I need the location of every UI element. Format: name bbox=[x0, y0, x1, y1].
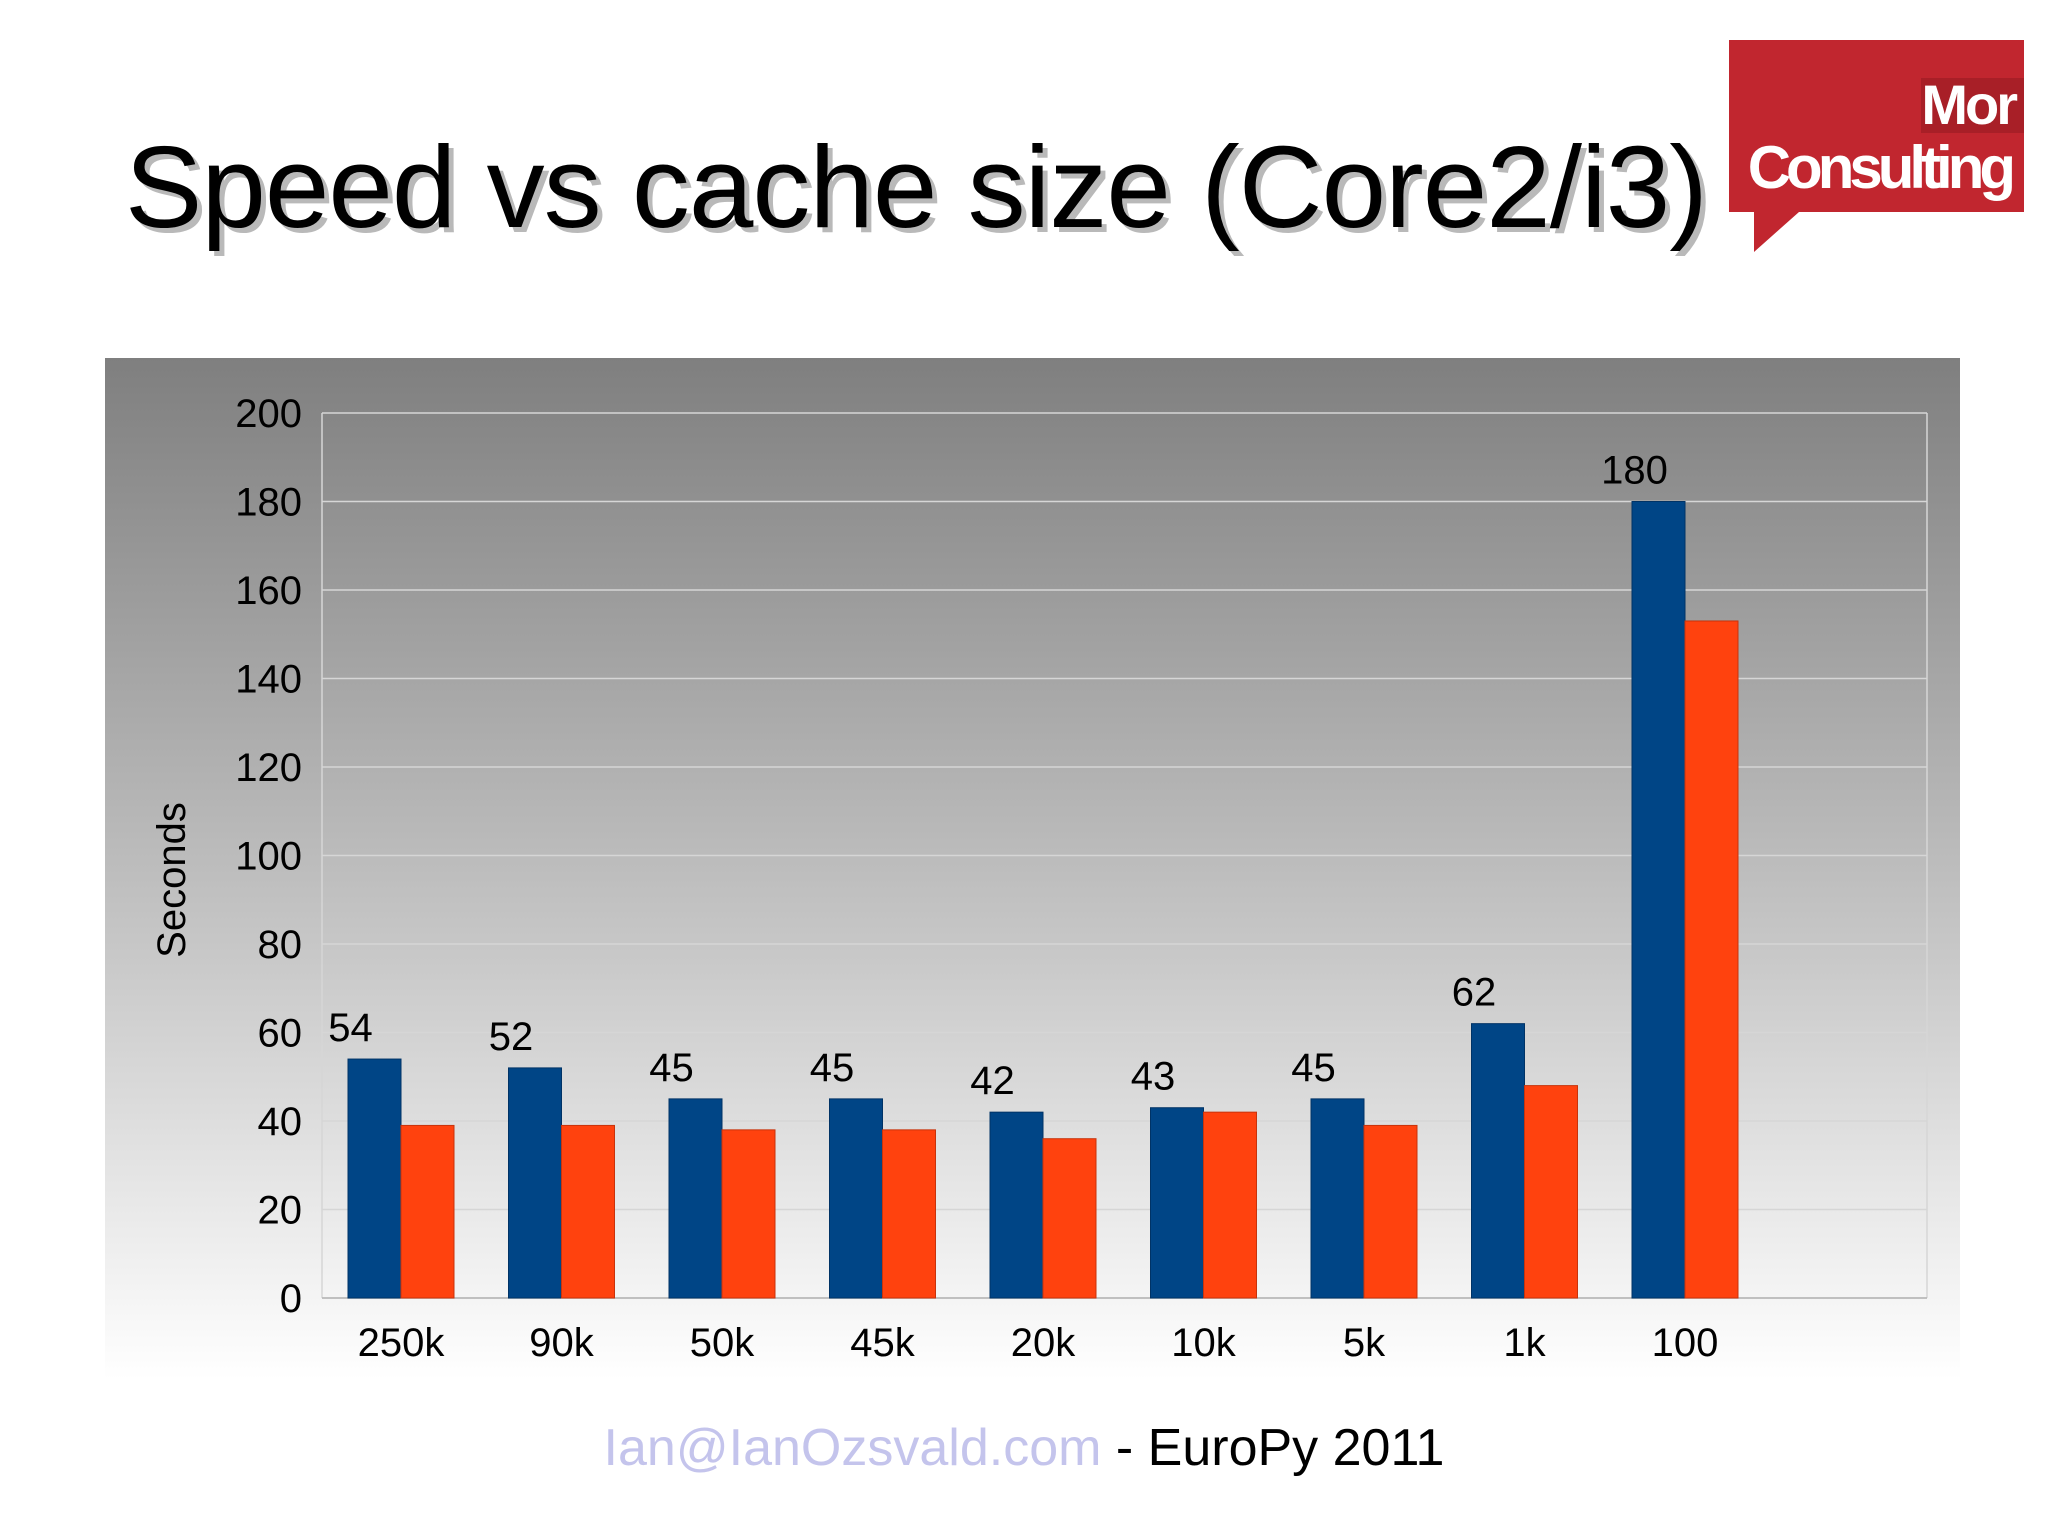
y-axis-label: Seconds bbox=[150, 802, 194, 958]
x-tick-label: 50k bbox=[690, 1321, 755, 1365]
x-tick-label: 90k bbox=[529, 1321, 594, 1365]
bar-i3-90k bbox=[561, 1124, 615, 1299]
x-tick-label: 1k bbox=[1503, 1321, 1546, 1365]
x-tick-label: 5k bbox=[1343, 1321, 1386, 1365]
bar-core2-10k bbox=[1150, 1107, 1204, 1299]
value-label: 43 bbox=[1131, 1055, 1176, 1099]
value-labels: 54 52 45 45 42 43 45 62 180 bbox=[328, 449, 1668, 1104]
slide-title: Speed vs cache size (Core2/i3) bbox=[125, 122, 1708, 252]
value-label: 52 bbox=[489, 1015, 534, 1059]
y-tick-label: 140 bbox=[235, 658, 302, 702]
bar-i3-50k bbox=[721, 1129, 776, 1299]
value-label: 54 bbox=[328, 1006, 373, 1050]
bar-core2-45k bbox=[829, 1098, 883, 1299]
x-tick-label: 45k bbox=[850, 1321, 915, 1365]
y-tick-label: 200 bbox=[235, 392, 302, 436]
y-tick-label: 80 bbox=[258, 923, 303, 967]
bar-core2-100 bbox=[1631, 501, 1686, 1299]
value-label: 45 bbox=[1291, 1046, 1336, 1090]
y-tick-label: 20 bbox=[258, 1189, 303, 1233]
bar-core2-90k bbox=[508, 1067, 562, 1299]
bar-i3-5k bbox=[1363, 1124, 1418, 1299]
y-tick-label: 40 bbox=[258, 1100, 303, 1144]
logo-line2: Consulting bbox=[1748, 134, 2013, 201]
value-label: 62 bbox=[1452, 971, 1497, 1015]
logo-line1: Mor bbox=[1921, 73, 2017, 136]
x-tick-label: 20k bbox=[1011, 1321, 1076, 1365]
x-tick-label: 10k bbox=[1171, 1321, 1236, 1365]
bar-i3-10k bbox=[1203, 1111, 1257, 1299]
value-label: 45 bbox=[649, 1046, 694, 1090]
y-axis-ticks: 0 20 40 60 80 100 120 140 160 180 200 bbox=[235, 392, 302, 1321]
y-tick-label: 120 bbox=[235, 746, 302, 790]
value-label: 180 bbox=[1601, 449, 1668, 493]
y-tick-label: 160 bbox=[235, 569, 302, 613]
bar-core2-20k bbox=[989, 1111, 1044, 1299]
y-tick-label: 60 bbox=[258, 1012, 303, 1056]
value-label: 45 bbox=[810, 1046, 855, 1090]
bar-i3-20k bbox=[1042, 1138, 1097, 1299]
y-tick-label: 100 bbox=[235, 835, 302, 879]
x-tick-label: 100 bbox=[1652, 1321, 1719, 1365]
bar-core2-250k bbox=[347, 1058, 402, 1299]
x-axis-ticks: 250k 90k 50k 45k 20k 10k 5k 1k 100 bbox=[358, 1321, 1719, 1365]
y-tick-label: 180 bbox=[235, 481, 302, 525]
bar-core2-50k bbox=[668, 1098, 723, 1299]
y-tick-label: 0 bbox=[280, 1277, 302, 1321]
footer-event: - EuroPy 2011 bbox=[1101, 1419, 1445, 1477]
bar-i3-1k bbox=[1524, 1085, 1578, 1299]
x-tick-label: 250k bbox=[358, 1321, 446, 1365]
bar-i3-45k bbox=[882, 1129, 936, 1299]
bar-i3-100 bbox=[1684, 620, 1739, 1299]
footer-email[interactable]: Ian@IanOzsvald.com bbox=[603, 1419, 1102, 1477]
bars bbox=[347, 501, 1739, 1299]
bar-i3-250k bbox=[400, 1124, 455, 1299]
footer: Ian@IanOzsvald.com - EuroPy 2011 bbox=[0, 1418, 2048, 1478]
mor-consulting-logo: Mor Consulting bbox=[1729, 40, 2024, 252]
value-label: 42 bbox=[970, 1059, 1015, 1103]
logo-accent bbox=[1921, 78, 2024, 133]
bar-core2-1k bbox=[1471, 1023, 1525, 1299]
bar-core2-5k bbox=[1310, 1098, 1365, 1299]
